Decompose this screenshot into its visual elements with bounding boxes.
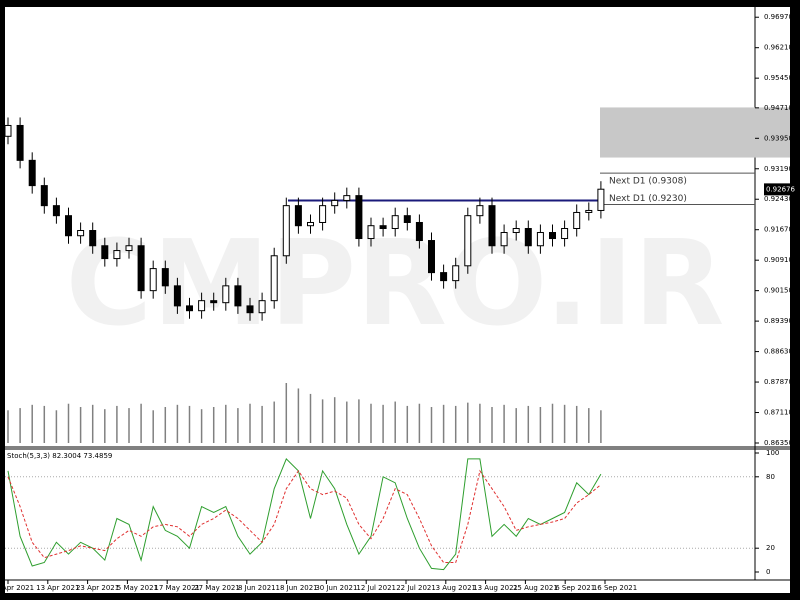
x-tick-label: 13 Apr 2021 bbox=[36, 584, 79, 592]
x-tick-label: 8 Jun 2021 bbox=[238, 584, 276, 592]
x-tick-label: 23 Apr 2021 bbox=[76, 584, 119, 592]
y-tick-label: 0.88630 bbox=[764, 348, 793, 356]
candle-body bbox=[246, 305, 254, 314]
x-tick-label: 30 Jun 2021 bbox=[315, 584, 357, 592]
candle-body bbox=[282, 205, 290, 257]
x-tick-label: 25 Aug 2021 bbox=[513, 584, 558, 592]
y-tick-label: 0.90150 bbox=[764, 287, 793, 295]
candle-body bbox=[355, 195, 363, 240]
candle-body bbox=[597, 188, 605, 211]
y-tick-label: 20 bbox=[766, 544, 775, 552]
candle-body bbox=[319, 205, 327, 223]
x-tick-label: 22 Jul 2021 bbox=[396, 584, 436, 592]
x-tick-label: 5 May 2021 bbox=[117, 584, 158, 592]
level-label: Next D1 (0.9308) bbox=[609, 177, 687, 187]
y-tick-label: 0.89390 bbox=[764, 317, 793, 325]
candle-body bbox=[512, 228, 520, 234]
y-tick-label: 100 bbox=[766, 449, 779, 457]
candle-body bbox=[452, 265, 460, 282]
candle-body bbox=[77, 230, 85, 237]
candle-body bbox=[440, 272, 448, 282]
candle-body bbox=[524, 228, 532, 247]
last-price-label: 0.92676 bbox=[766, 185, 795, 193]
candle-body bbox=[476, 205, 484, 217]
x-tick-label: 3 Aug 2021 bbox=[436, 584, 476, 592]
candle-body bbox=[585, 209, 593, 213]
candle-body bbox=[234, 285, 242, 307]
x-tick-label: 12 Jul 2021 bbox=[356, 584, 396, 592]
candle-body bbox=[89, 230, 97, 247]
candle-body bbox=[331, 199, 339, 207]
x-tick-label: 16 Sep 2021 bbox=[593, 584, 637, 592]
candle-body bbox=[500, 232, 508, 247]
y-tick-label: 0 bbox=[766, 568, 770, 576]
candle-body bbox=[186, 305, 193, 312]
level-label: Next D1 (0.9230) bbox=[609, 194, 687, 204]
candle-body bbox=[125, 245, 133, 252]
candle-body bbox=[488, 205, 496, 247]
candle-body bbox=[173, 285, 181, 307]
candle-body bbox=[379, 225, 387, 230]
candle-body bbox=[270, 255, 278, 302]
y-tick-label: 0.95450 bbox=[764, 74, 793, 82]
y-tick-label: 0.93950 bbox=[764, 134, 793, 142]
chart-background bbox=[5, 7, 790, 593]
candle-body bbox=[16, 124, 24, 161]
candle-body bbox=[210, 300, 218, 304]
x-tick-label: 6 Sep 2021 bbox=[555, 584, 595, 592]
x-tick-label: 13 Aug 2021 bbox=[473, 584, 518, 592]
y-tick-label: 80 bbox=[766, 473, 775, 481]
candle-body bbox=[4, 124, 12, 137]
candle-body bbox=[65, 215, 72, 237]
candle-body bbox=[137, 245, 145, 292]
candle-body bbox=[549, 232, 556, 240]
candle-body bbox=[415, 221, 423, 242]
candle-body bbox=[428, 240, 435, 274]
candle-body bbox=[40, 185, 48, 207]
candle-body bbox=[307, 221, 314, 227]
candle-body bbox=[561, 228, 569, 240]
y-tick-label: 0.86350 bbox=[764, 439, 793, 447]
candle-body bbox=[28, 159, 36, 187]
y-tick-label: 0.91670 bbox=[764, 226, 793, 234]
candle-body bbox=[113, 250, 121, 260]
x-tick-label: 17 May 2021 bbox=[154, 584, 200, 592]
candle-body bbox=[52, 205, 60, 217]
x-tick-label: 18 Jun 2021 bbox=[276, 584, 318, 592]
watermark: CMPRO.IR bbox=[66, 214, 725, 352]
stochastic-line bbox=[7, 458, 602, 571]
candle-body bbox=[294, 205, 302, 227]
y-tick-label: 0.92430 bbox=[764, 195, 793, 203]
y-tick-label: 0.96210 bbox=[764, 44, 793, 52]
y-tick-label: 0.93190 bbox=[764, 165, 793, 173]
candle-body bbox=[343, 195, 351, 201]
x-tick-label: Apr 2021 bbox=[2, 584, 34, 592]
candle-body bbox=[464, 215, 472, 267]
candle-body bbox=[536, 232, 544, 247]
y-tick-label: 0.87110 bbox=[764, 409, 793, 417]
candle-body bbox=[403, 215, 411, 223]
candle-body bbox=[149, 268, 157, 292]
candle-body bbox=[222, 285, 230, 304]
y-tick-label: 0.94710 bbox=[764, 104, 793, 112]
candle-body bbox=[101, 245, 109, 260]
indicator-title: Stoch(5,3,3) 82.3004 73.4859 bbox=[7, 452, 112, 460]
candle-body bbox=[258, 300, 266, 314]
supply-zone bbox=[600, 107, 790, 158]
candle-body bbox=[198, 300, 206, 312]
x-tick-label: 27 May 2021 bbox=[194, 584, 240, 592]
candle-body bbox=[161, 268, 169, 287]
y-tick-label: 0.96970 bbox=[764, 13, 793, 21]
candle-body bbox=[391, 215, 399, 230]
y-tick-label: 0.87870 bbox=[764, 378, 793, 386]
candle-body bbox=[573, 211, 581, 230]
candle-body bbox=[367, 225, 375, 240]
y-tick-label: 0.90910 bbox=[764, 256, 793, 264]
last-price-box bbox=[764, 183, 792, 196]
stochastic-line bbox=[7, 469, 602, 563]
